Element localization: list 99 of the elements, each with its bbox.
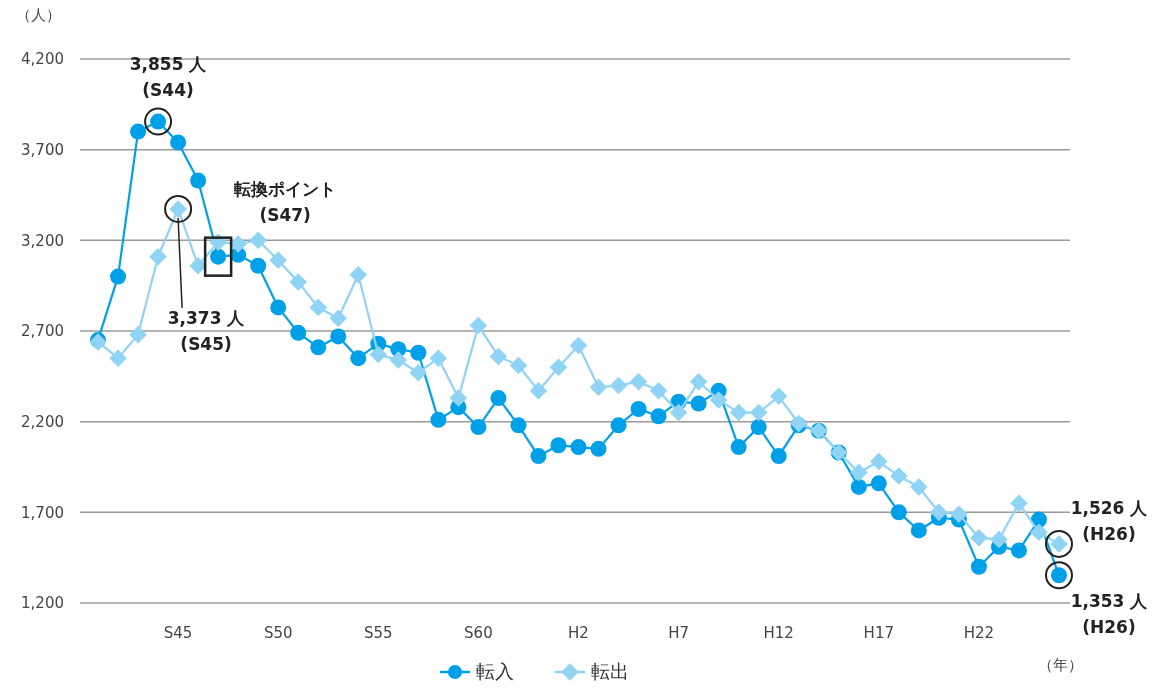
x-tick-label: H22 [963,624,995,642]
point [490,390,507,407]
legend-label: 転出 [591,660,629,682]
y-tick-label: 2,200 [21,412,64,431]
point [569,336,588,355]
point [130,123,147,140]
point [950,505,968,523]
x-tick-label: S60 [464,624,493,642]
x-axis-title: （年） [1037,656,1083,674]
x-tick-label: S45 [163,624,193,642]
point [129,325,147,344]
x-tick-label: S50 [263,624,293,642]
point [870,475,887,492]
point [649,382,668,400]
point [109,349,127,367]
point [890,504,907,521]
y-tick-label: 4,200 [21,50,64,69]
point [729,403,748,422]
point [509,356,528,375]
x-tick-label: S55 [364,624,393,642]
point [289,273,307,291]
point [530,448,547,465]
point [650,408,667,425]
legend-label: 転入 [476,660,514,682]
point [970,558,987,575]
point [330,328,347,345]
point [470,419,487,436]
point [329,309,348,328]
point [550,437,567,454]
point [290,324,307,341]
x-tick-label: H12 [763,624,794,642]
point [589,378,608,396]
y-tick-label: 3,200 [21,231,64,250]
point [430,411,447,428]
y-tick-label: 1,200 [21,594,64,613]
point [970,528,988,547]
point [1010,542,1027,559]
point [609,376,628,395]
point [689,373,708,391]
point [850,463,868,482]
point [870,452,888,471]
point [429,349,448,367]
point [570,439,587,456]
point [110,268,127,285]
point [770,448,787,465]
point [189,256,207,275]
point [629,373,648,391]
annotation: 3,373 人 (S45) [167,307,246,354]
point [990,530,1008,549]
point [449,389,468,407]
point [369,345,388,364]
point [590,440,607,457]
point [669,403,688,422]
point [850,478,867,495]
point [910,478,928,496]
point [489,347,508,366]
point [190,172,207,189]
point [469,316,488,335]
point [549,358,568,377]
point [409,363,428,382]
point [890,467,908,485]
y-tick-label: 3,700 [21,140,64,159]
point [610,417,627,434]
point [1010,494,1028,513]
annotation: 3,855 人 (S44) [129,53,208,100]
point [149,247,167,266]
point [309,298,327,317]
text: 1,353 人 (H26) [1070,591,1149,638]
y-axis-title: （人） [15,6,61,24]
point [270,299,287,316]
x-tick-label: H17 [863,624,894,642]
y-tick-label: 2,700 [21,322,64,341]
point [910,522,927,539]
point [709,391,728,409]
x-tick-label: H7 [668,624,690,642]
point [690,395,707,412]
point [529,382,548,400]
x-tick-label: H2 [568,624,589,642]
point [630,400,647,417]
point [510,417,527,434]
point [269,251,287,270]
point [749,403,768,422]
point [389,351,408,369]
point [1030,523,1048,542]
point [410,344,427,361]
point [170,134,187,151]
point [930,503,948,522]
point [249,231,267,250]
annotation: 転換ポイント (S47) [233,178,337,225]
point [229,235,247,253]
point [250,257,267,274]
point [310,339,327,356]
text: 1,526 人 (H26) [1070,497,1149,544]
point [750,419,767,436]
point [769,387,788,406]
point [349,266,368,284]
point [730,439,747,456]
y-tick-label: 1,700 [21,503,64,522]
point [350,350,367,367]
